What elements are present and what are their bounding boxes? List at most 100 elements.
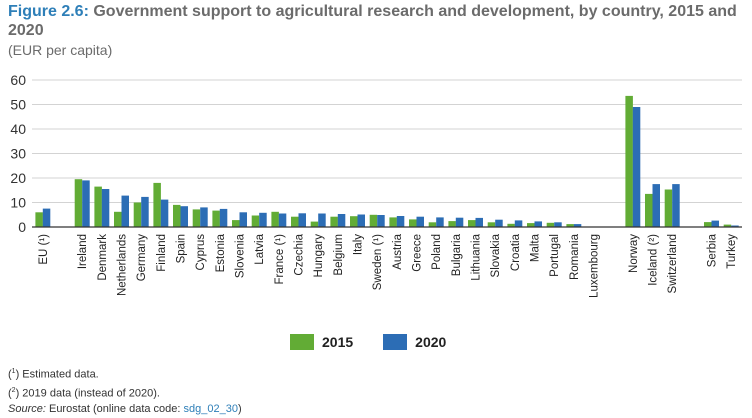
bar-2015: [704, 222, 712, 227]
bar-2020: [42, 208, 51, 227]
bar-2015: [645, 193, 653, 227]
chart-subtitle: (EUR per capita): [8, 42, 113, 58]
bar-2015: [723, 224, 732, 227]
legend-swatch-2015: [290, 334, 314, 350]
legend-item-2020: 2020: [383, 334, 446, 350]
bar-2020: [573, 224, 582, 227]
x-tick-label: Croatia: [510, 233, 522, 271]
x-tick-label: Slovenia: [235, 233, 247, 278]
bar-2015: [507, 223, 515, 227]
x-tick-label: Finland: [156, 234, 168, 272]
bar-2015: [251, 215, 260, 227]
bar-2015: [625, 95, 633, 228]
x-tick-label: Austria: [392, 233, 404, 269]
x-tick-label: Luxembourg: [589, 234, 601, 298]
x-tick-label: Cyprus: [195, 234, 207, 271]
footnote-2: (2) 2019 data (instead of 2020).: [8, 386, 160, 400]
x-tick-label: Sweden (¹): [372, 234, 384, 290]
y-tick-label: 60: [10, 72, 26, 88]
bar-2015: [546, 222, 555, 227]
source-line: Source: Eurostat (online data code: sdg_…: [8, 403, 242, 416]
bar-2020: [632, 107, 641, 227]
bar-2015: [114, 211, 122, 227]
bar-2015: [133, 202, 142, 227]
x-tick-label: Lithuania: [471, 233, 483, 280]
bar-2020: [318, 213, 326, 227]
x-tick-label: Turkey: [726, 234, 738, 269]
x-tick-label: Belgium: [333, 234, 345, 276]
y-tick-label: 20: [10, 170, 26, 186]
bar-2015: [330, 216, 338, 227]
bar-2015: [566, 224, 574, 227]
y-tick-label: 10: [10, 195, 26, 211]
bar-2015: [192, 209, 201, 227]
bar-2020: [337, 214, 346, 227]
bar-2020: [652, 184, 660, 227]
x-tick-label: Hungary: [313, 234, 325, 278]
bar-2015: [428, 222, 437, 227]
bar-2020: [259, 212, 267, 227]
bar-2015: [350, 216, 358, 227]
x-tick-label: Romania: [569, 233, 581, 280]
bar-2015: [389, 217, 397, 227]
bar-2020: [731, 225, 739, 227]
bar-2020: [160, 199, 169, 227]
bar-2020: [101, 189, 110, 227]
x-tick-label: Czechia: [294, 233, 306, 275]
bar-2020: [377, 215, 385, 227]
y-tick-label: 40: [10, 121, 26, 137]
x-tick-label: EU (¹): [38, 234, 50, 265]
x-tick-label: Iceland (²): [648, 234, 660, 286]
y-tick-label: 50: [10, 97, 26, 113]
x-tick-label: Greece: [412, 234, 424, 272]
x-tick-label: Slovakia: [490, 233, 502, 277]
bar-2015: [173, 204, 181, 227]
bar-2015: [664, 189, 673, 227]
bar-2020: [141, 196, 149, 227]
bar-2020: [357, 214, 365, 227]
bar-2020: [396, 216, 405, 227]
bar-2020: [239, 212, 247, 227]
bar-2015: [153, 182, 161, 227]
bar-2015: [35, 212, 43, 227]
figure-label: Figure 2.6:: [8, 3, 89, 20]
x-tick-label: Malta: [530, 233, 542, 262]
bar-2015: [369, 214, 378, 228]
bar-2020: [416, 216, 424, 227]
legend-label-2020: 2020: [415, 334, 447, 350]
bar-2015: [409, 219, 417, 227]
bar-2015: [94, 186, 102, 227]
x-tick-label: Denmark: [97, 234, 109, 281]
bar-2015: [212, 210, 220, 227]
x-tick-label: Poland: [431, 234, 443, 270]
legend-label-2015: 2015: [322, 334, 354, 350]
bar-2020: [711, 220, 719, 227]
source-code-link[interactable]: sdg_02_30: [183, 403, 238, 416]
x-tick-label: Estonia: [215, 233, 227, 272]
bar-2020: [180, 206, 188, 227]
x-tick-label: Norway: [628, 234, 640, 273]
x-tick-label: Latvia: [254, 233, 266, 264]
legend-swatch-2020: [383, 334, 408, 350]
chart-legend: 2015 2020: [290, 334, 446, 350]
y-tick-label: 0: [18, 219, 26, 235]
bar-2020: [475, 217, 483, 227]
bar-2020: [514, 220, 523, 227]
bar-2020: [200, 207, 208, 227]
bar-2020: [534, 221, 542, 227]
bar-2015: [468, 220, 476, 227]
x-tick-label: Germany: [136, 234, 148, 282]
bar-2020: [554, 222, 562, 227]
bar-2020: [219, 208, 228, 227]
x-tick-label: Portugal: [549, 234, 561, 277]
footnotes: (1) Estimated data. (2) 2019 data (inste…: [8, 364, 242, 417]
bar-2020: [298, 213, 306, 227]
bar-2015: [487, 222, 496, 227]
title-text: Government support to agricultural resea…: [8, 3, 737, 39]
bar-2015: [271, 211, 279, 227]
x-tick-label: Switzerland: [667, 234, 679, 293]
bar-2020: [82, 180, 90, 227]
bar-2015: [74, 179, 83, 227]
bar-chart: 0 10 20 30 40 50 60 EU (¹) Ireland Denmark Netherl…: [10, 72, 742, 298]
y-tick-label: 30: [10, 146, 26, 162]
